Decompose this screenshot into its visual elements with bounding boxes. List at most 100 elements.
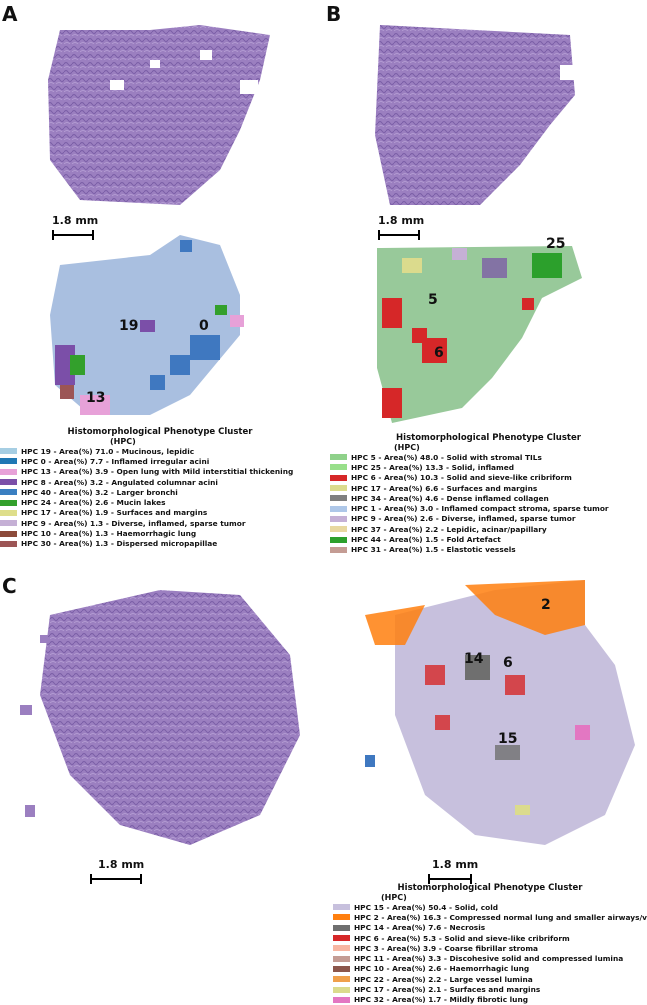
legend-item: HPC 10 - Area(%) 1.3 - Haemorrhagic lung xyxy=(0,528,320,538)
legend-swatch xyxy=(0,479,17,486)
legend-item-label: HPC 8 - Area(%) 3.2 - Angulated columnar… xyxy=(21,477,218,487)
legend-item-label: HPC 15 - Area(%) 50.4 - Solid, cold xyxy=(354,902,499,912)
legend-item: HPC 34 - Area(%) 4.6 - Dense inflamed co… xyxy=(330,493,647,503)
legend-item-label: HPC 3 - Area(%) 3.9 - Coarse fibrillar s… xyxy=(354,943,539,953)
scale-label: 1.8 mm xyxy=(98,858,145,871)
legend-swatch xyxy=(330,515,347,522)
legend-item: HPC 30 - Area(%) 1.3 - Dispersed micropa… xyxy=(0,539,320,549)
legend-item-label: HPC 19 - Area(%) 71.0 - Mucinous, lepidi… xyxy=(21,446,195,456)
legend-swatch xyxy=(330,546,347,553)
legend-items: HPC 19 - Area(%) 71.0 - Mucinous, lepidi… xyxy=(0,446,320,549)
legend-swatch xyxy=(333,914,350,921)
legend-item-label: HPC 10 - Area(%) 1.3 - Haemorrhagic lung xyxy=(21,529,197,539)
legend-items: HPC 5 - Area(%) 48.0 - Solid with stroma… xyxy=(330,452,647,555)
panel-a-tissue-hpc-map xyxy=(50,235,244,415)
legend-item: HPC 2 - Area(%) 16.3 - Compressed normal… xyxy=(333,912,647,922)
legend-item-label: HPC 30 - Area(%) 1.3 - Dispersed micropa… xyxy=(21,539,218,549)
cluster-label-14: 14 xyxy=(464,651,484,667)
legend-swatch xyxy=(333,924,350,931)
legend-swatch xyxy=(333,965,350,972)
legend-item-label: HPC 17 - Area(%) 1.9 - Surfaces and marg… xyxy=(21,508,208,518)
legend-item: HPC 17 - Area(%) 6.6 - Surfaces and marg… xyxy=(330,483,647,493)
legend-items: HPC 15 - Area(%) 50.4 - Solid, cold HPC 2… xyxy=(333,902,647,1005)
legend-item-label: HPC 6 - Area(%) 5.3 - Solid and sieve-li… xyxy=(354,933,570,943)
legend-item-label: HPC 37 - Area(%) 2.2 - Lepidic, acinar/p… xyxy=(351,524,547,534)
scale-bar-line xyxy=(378,230,420,240)
legend-swatch xyxy=(333,996,350,1003)
legend-swatch xyxy=(330,505,347,512)
scale-bar-line xyxy=(428,874,472,884)
panel-letter-b: B xyxy=(326,2,342,26)
legend-item: HPC 6 - Area(%) 10.3 - Solid and sieve-l… xyxy=(330,473,647,483)
panel-letter-c: C xyxy=(2,574,17,598)
legend-title: Histomorphological Phenotype Cluster xyxy=(397,883,583,893)
legend-item-label: HPC 6 - Area(%) 10.3 - Solid and sieve-l… xyxy=(351,473,572,483)
cluster-label-13: 13 xyxy=(86,390,106,406)
legend-item-label: HPC 34 - Area(%) 4.6 - Dense inflamed co… xyxy=(351,493,549,503)
legend-swatch xyxy=(330,526,347,533)
legend-title: Histomorphological Phenotype Cluster xyxy=(396,433,581,443)
legend-item: HPC 9 - Area(%) 2.6 - Diverse, inflamed,… xyxy=(330,514,647,524)
legend-swatch xyxy=(0,540,17,547)
legend-item: HPC 9 - Area(%) 1.3 - Diverse, inflamed,… xyxy=(0,518,320,528)
legend-item: HPC 17 - Area(%) 2.1 - Surfaces and marg… xyxy=(333,984,647,994)
legend-item: HPC 0 - Area(%) 7.7 - Inflamed irregular… xyxy=(0,456,320,466)
legend-swatch xyxy=(333,945,350,952)
legend-item: HPC 22 - Area(%) 2.2 - Large vessel lumi… xyxy=(333,974,647,984)
legend-item-label: HPC 11 - Area(%) 3.3 - Discohesive solid… xyxy=(354,954,624,964)
panel-b-tissue-he xyxy=(375,25,575,205)
cluster-label-0: 0 xyxy=(199,318,209,334)
panel-c-tissue-hpc-map xyxy=(365,580,635,845)
legend-item: HPC 11 - Area(%) 3.3 - Discohesive solid… xyxy=(333,953,647,963)
legend-swatch xyxy=(333,935,350,942)
legend-swatch xyxy=(330,474,347,481)
legend-item-label: HPC 31 - Area(%) 1.5 - Elastotic vessels xyxy=(351,545,516,555)
legend-swatch xyxy=(330,454,347,461)
legend-swatch xyxy=(333,904,350,911)
cluster-label-2: 2 xyxy=(541,597,551,613)
legend-swatch xyxy=(0,520,17,527)
legend-item: HPC 1 - Area(%) 3.0 - Inflamed compact s… xyxy=(330,503,647,513)
legend-item: HPC 17 - Area(%) 1.9 - Surfaces and marg… xyxy=(0,508,320,518)
cluster-label-19: 19 xyxy=(119,318,139,334)
legend-item-label: HPC 17 - Area(%) 6.6 - Surfaces and marg… xyxy=(351,483,538,493)
scale-label: 1.8 mm xyxy=(378,214,425,227)
legend-swatch xyxy=(0,468,17,475)
legend-title: Histomorphological Phenotype Cluster xyxy=(67,427,253,437)
scale-label: 1.8 mm xyxy=(52,214,99,227)
cluster-label-15: 15 xyxy=(498,731,518,747)
legend-swatch xyxy=(0,499,17,506)
legend-swatch xyxy=(330,464,347,471)
panel-letter-a: A xyxy=(2,2,18,26)
legend-subtitle: (HPC) xyxy=(381,893,407,902)
legend-item: HPC 6 - Area(%) 5.3 - Solid and sieve-li… xyxy=(333,933,647,943)
panel-b-tissue-hpc-map xyxy=(377,246,582,423)
legend-swatch xyxy=(0,509,17,516)
legend-item: HPC 31 - Area(%) 1.5 - Elastotic vessels xyxy=(330,545,647,555)
legend-item: HPC 40 - Area(%) 3.2 - Larger bronchi xyxy=(0,487,320,497)
legend-item-label: HPC 5 - Area(%) 48.0 - Solid with stroma… xyxy=(351,452,542,462)
panel-a-legend: Histomorphological Phenotype Cluster (HP… xyxy=(0,427,320,549)
cluster-label-6: 6 xyxy=(503,655,513,671)
legend-swatch xyxy=(330,485,347,492)
legend-item-label: HPC 9 - Area(%) 1.3 - Diverse, inflamed,… xyxy=(21,518,246,528)
legend-item: HPC 8 - Area(%) 3.2 - Angulated columnar… xyxy=(0,477,320,487)
legend-swatch xyxy=(333,955,350,962)
legend-swatch xyxy=(330,536,347,543)
legend-swatch xyxy=(0,530,17,537)
legend-item: HPC 32 - Area(%) 1.7 - Mildly fibrotic l… xyxy=(333,995,647,1005)
legend-swatch xyxy=(333,986,350,993)
legend-item: HPC 24 - Area(%) 2.6 - Mucin lakes xyxy=(0,497,320,507)
legend-item: HPC 25 - Area(%) 13.3 - Solid, inflamed xyxy=(330,462,647,472)
legend-swatch xyxy=(330,495,347,502)
cluster-label-5: 5 xyxy=(428,292,438,308)
legend-item-label: HPC 17 - Area(%) 2.1 - Surfaces and marg… xyxy=(354,985,541,995)
legend-item: HPC 13 - Area(%) 3.9 - Open lung with Mi… xyxy=(0,467,320,477)
cluster-label-25: 25 xyxy=(546,236,566,252)
legend-item-label: HPC 14 - Area(%) 7.6 - Necrosis xyxy=(354,923,486,933)
legend-item: HPC 19 - Area(%) 71.0 - Mucinous, lepidi… xyxy=(0,446,320,456)
legend-item-label: HPC 9 - Area(%) 2.6 - Diverse, inflamed,… xyxy=(351,514,576,524)
legend-item: HPC 5 - Area(%) 48.0 - Solid with stroma… xyxy=(330,452,647,462)
panel-a-tissue-he xyxy=(48,25,270,205)
legend-item-label: HPC 0 - Area(%) 7.7 - Inflamed irregular… xyxy=(21,456,210,466)
